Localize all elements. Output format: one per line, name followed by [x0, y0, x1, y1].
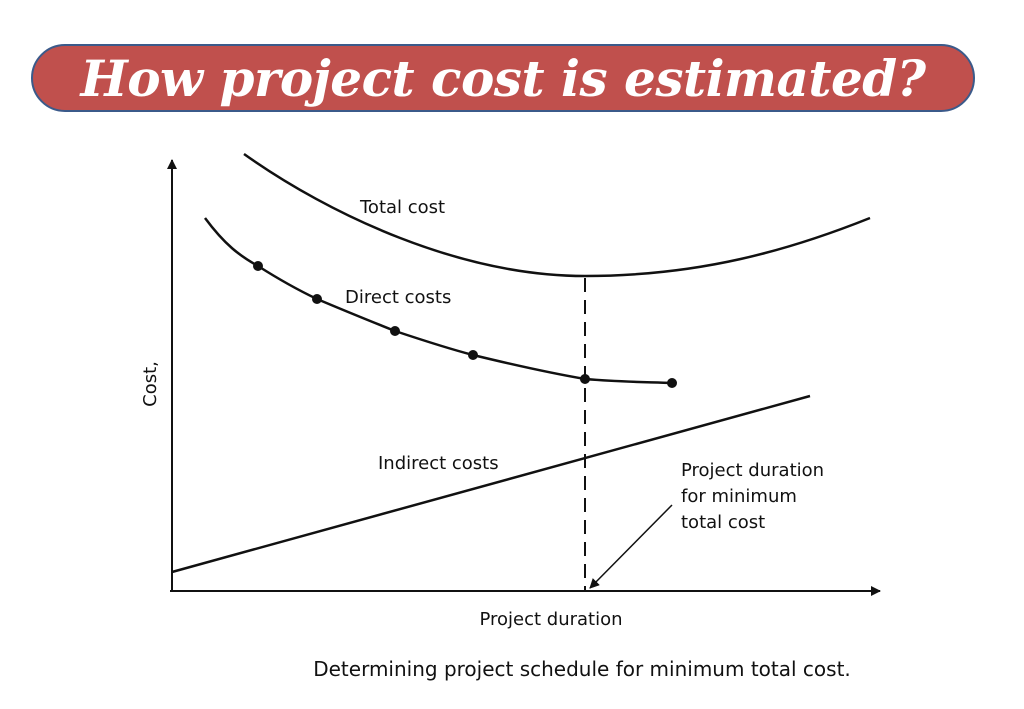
y-axis-label: Cost, — [140, 361, 161, 407]
annotation-line-3: total cost — [681, 512, 765, 533]
direct-cost-point — [312, 294, 322, 304]
annotation-line-1: Project duration — [681, 460, 824, 481]
direct-cost-point — [468, 350, 478, 360]
annotation-arrow — [589, 504, 673, 589]
title-banner: How project cost is estimated? — [31, 44, 975, 112]
annotation-line-2: for minimum — [681, 486, 797, 507]
figure-caption: Determining project schedule for minimum… — [313, 657, 851, 681]
page-title: How project cost is estimated? — [80, 48, 926, 108]
total-cost-curve — [243, 152, 871, 278]
indirect-costs-label: Indirect costs — [378, 453, 499, 474]
direct-costs-label: Direct costs — [345, 287, 451, 308]
total-cost-label: Total cost — [359, 197, 445, 218]
direct-cost-point — [667, 378, 677, 388]
indirect-costs-line — [171, 394, 811, 574]
x-axis-label: Project duration — [479, 609, 622, 630]
direct-cost-point — [390, 326, 400, 336]
direct-cost-point — [253, 261, 263, 271]
